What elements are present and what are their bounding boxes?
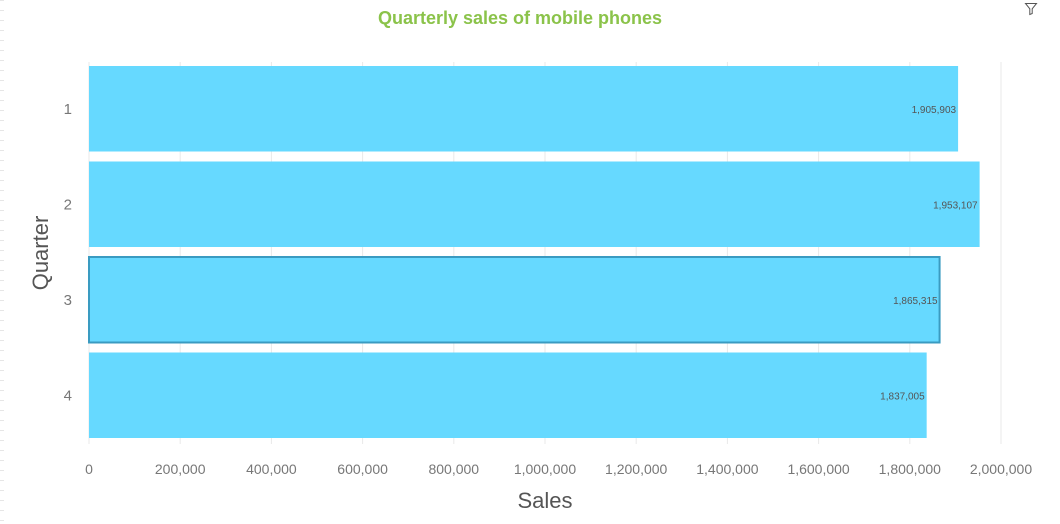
y-tick-label: 3 [64,292,72,309]
x-tick-label: 1,200,000 [605,461,667,477]
axis-layer: 0 200,000 400,000 600,000 800,000 1,000,000 1,… [64,101,1033,477]
labels-layer: 1,905,903 1,953,107 1,865,315 1,837,005 [880,105,978,403]
bar-value-label: 1,865,315 [893,296,938,307]
edge-divider [0,0,4,524]
x-tick-label: 1,400,000 [696,461,758,477]
x-tick-label: 600,000 [337,461,388,477]
y-tick-label: 4 [64,387,72,404]
x-tick-label: 400,000 [246,461,297,477]
chart-title: Quarterly sales of mobile phones [377,8,663,28]
x-tick-label: 800,000 [428,461,479,477]
bar-quarter-3[interactable] [88,256,941,344]
x-tick-label: 1,000,000 [514,461,576,477]
bar-quarter-1[interactable] [89,66,959,152]
bar-value-label: 1,905,903 [912,105,957,116]
x-tick-label: 0 [85,461,93,477]
y-axis-title: Quarter [28,216,53,291]
filter-icon[interactable] [1024,2,1038,16]
bar-value-label: 1,837,005 [880,391,925,402]
bars-layer [88,66,980,439]
bar-quarter-2[interactable] [89,161,980,248]
x-axis-title: Sales [517,488,572,513]
bar-quarter-4[interactable] [89,352,927,439]
x-tick-label: 2,000,000 [970,461,1032,477]
y-tick-label: 1 [64,101,72,118]
x-tick-label: 200,000 [155,461,206,477]
x-tick-label: 1,800,000 [879,461,941,477]
x-tick-label: 1,600,000 [787,461,849,477]
y-tick-label: 2 [64,196,72,213]
bar-value-label: 1,953,107 [933,200,978,211]
